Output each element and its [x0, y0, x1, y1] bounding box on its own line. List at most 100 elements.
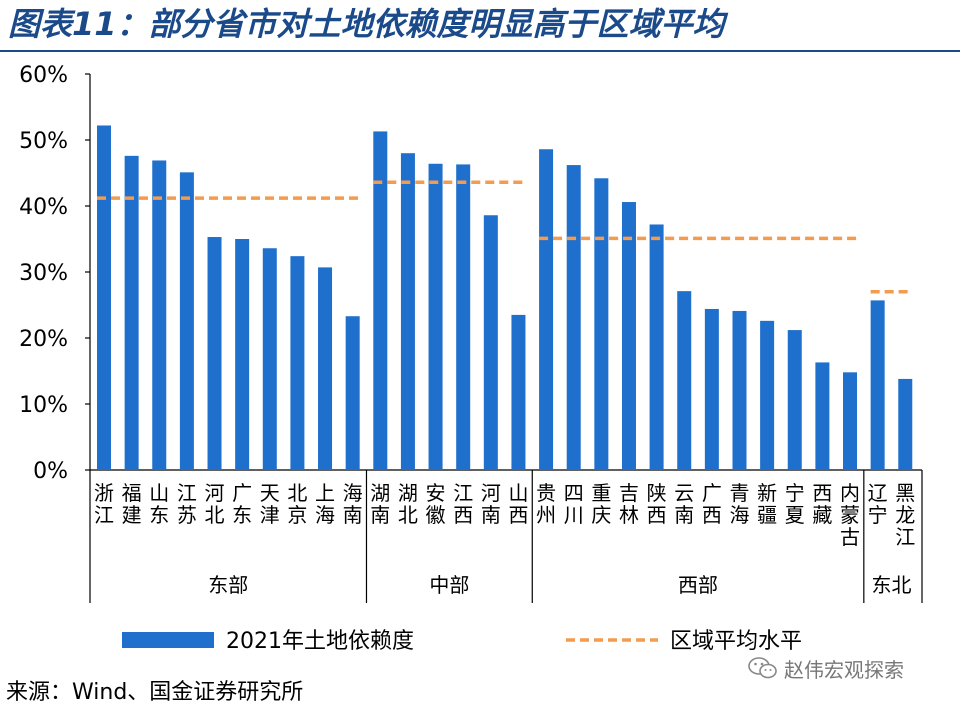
watermark-text: 赵伟宏观探索 — [784, 657, 904, 682]
category-label: 林 — [619, 503, 639, 527]
bar — [760, 320, 775, 470]
bar — [511, 314, 526, 470]
category-label: 建 — [122, 503, 142, 527]
category-label: 川 — [564, 503, 584, 527]
category-label: 南 — [370, 503, 390, 527]
bar-chart: 0%10%20%30%40%50%60%浙江福建山东江苏河北广东天津北京上海海南… — [19, 63, 923, 654]
category-label: 海 — [343, 481, 363, 505]
category-label: 云 — [674, 481, 694, 505]
category-label: 福 — [122, 481, 142, 505]
category-label: 东 — [149, 503, 169, 527]
y-tick-label: 20% — [19, 327, 68, 352]
category-label: 西 — [647, 503, 667, 527]
bar — [97, 125, 111, 470]
bar — [318, 267, 333, 470]
chart-title: 图表11：部分省市对土地依赖度明显高于区域平均 — [8, 5, 725, 43]
bar — [732, 310, 747, 470]
category-label: 山 — [508, 481, 528, 505]
category-label: 青 — [729, 481, 749, 505]
category-label: 上 — [315, 481, 335, 505]
bar — [124, 155, 139, 470]
category-label: 天 — [260, 481, 280, 505]
category-label: 东 — [232, 503, 252, 527]
category-label: 湖 — [398, 481, 418, 505]
category-label: 西 — [508, 503, 528, 527]
category-label: 津 — [260, 503, 280, 527]
category-label: 西 — [453, 503, 473, 527]
bar — [400, 153, 415, 470]
bar — [870, 300, 885, 470]
category-label: 四 — [564, 481, 584, 505]
category-label: 北 — [398, 503, 418, 527]
y-tick-label: 10% — [19, 393, 68, 418]
bar — [290, 256, 305, 470]
bar — [649, 224, 664, 470]
bar — [566, 165, 581, 470]
bar — [235, 239, 250, 470]
legend-line-label: 区域平均水平 — [670, 629, 802, 654]
y-tick-label: 0% — [33, 459, 68, 484]
category-label: 海 — [315, 503, 335, 527]
bar — [207, 237, 222, 470]
y-tick-label: 40% — [19, 195, 68, 220]
y-tick-label: 30% — [19, 261, 68, 286]
bar — [262, 248, 277, 470]
y-tick-label: 60% — [19, 63, 68, 88]
category-label: 江 — [177, 481, 197, 505]
legend-bar-label: 2021年土地依赖度 — [226, 629, 414, 654]
bar — [594, 178, 609, 470]
group-label: 西部 — [678, 573, 718, 597]
bar — [621, 202, 636, 471]
category-label: 河 — [205, 481, 225, 505]
source-note: 来源：Wind、国金证券研究所 — [6, 680, 304, 705]
group-label: 东北 — [871, 573, 911, 597]
category-label: 安 — [426, 481, 446, 505]
category-label: 辽 — [868, 481, 888, 505]
category-label: 南 — [481, 503, 501, 527]
category-label: 古 — [840, 525, 860, 549]
category-label: 北 — [205, 503, 225, 527]
category-label: 宁 — [868, 503, 888, 527]
group-label: 中部 — [429, 573, 469, 597]
bar — [787, 330, 802, 470]
bar — [179, 172, 194, 470]
category-label: 湖 — [370, 481, 390, 505]
bar — [815, 362, 830, 470]
bar — [345, 316, 360, 470]
category-label: 广 — [232, 481, 252, 505]
bar — [539, 149, 554, 470]
category-label: 夏 — [785, 503, 805, 527]
bar — [483, 215, 498, 470]
category-label: 宁 — [785, 481, 805, 505]
y-tick-label: 50% — [19, 129, 68, 154]
category-label: 新 — [757, 481, 777, 505]
category-label: 江 — [895, 525, 915, 549]
bar — [898, 378, 913, 470]
category-label: 河 — [481, 481, 501, 505]
category-label: 山 — [149, 481, 169, 505]
watermark: 赵伟宏观探索 — [748, 654, 904, 682]
bar — [456, 164, 471, 471]
category-label: 疆 — [757, 503, 777, 527]
category-label: 京 — [287, 503, 307, 527]
category-label: 西 — [702, 503, 722, 527]
category-label: 吉 — [619, 481, 639, 505]
bar — [152, 160, 167, 470]
category-label: 江 — [453, 481, 473, 505]
category-label: 南 — [674, 503, 694, 527]
category-label: 贵 — [536, 481, 556, 505]
category-label: 徽 — [426, 503, 446, 527]
category-label: 广 — [702, 481, 722, 505]
category-label: 重 — [591, 481, 611, 505]
category-label: 南 — [343, 503, 363, 527]
category-label: 苏 — [177, 503, 197, 527]
group-label: 东部 — [208, 573, 248, 597]
title-underline — [0, 50, 960, 52]
category-label: 北 — [287, 481, 307, 505]
bar — [428, 163, 443, 470]
category-label: 藏 — [812, 503, 832, 527]
bar — [843, 372, 858, 470]
legend-bar-swatch — [122, 632, 214, 648]
bar — [704, 308, 719, 470]
category-label: 州 — [536, 503, 556, 527]
